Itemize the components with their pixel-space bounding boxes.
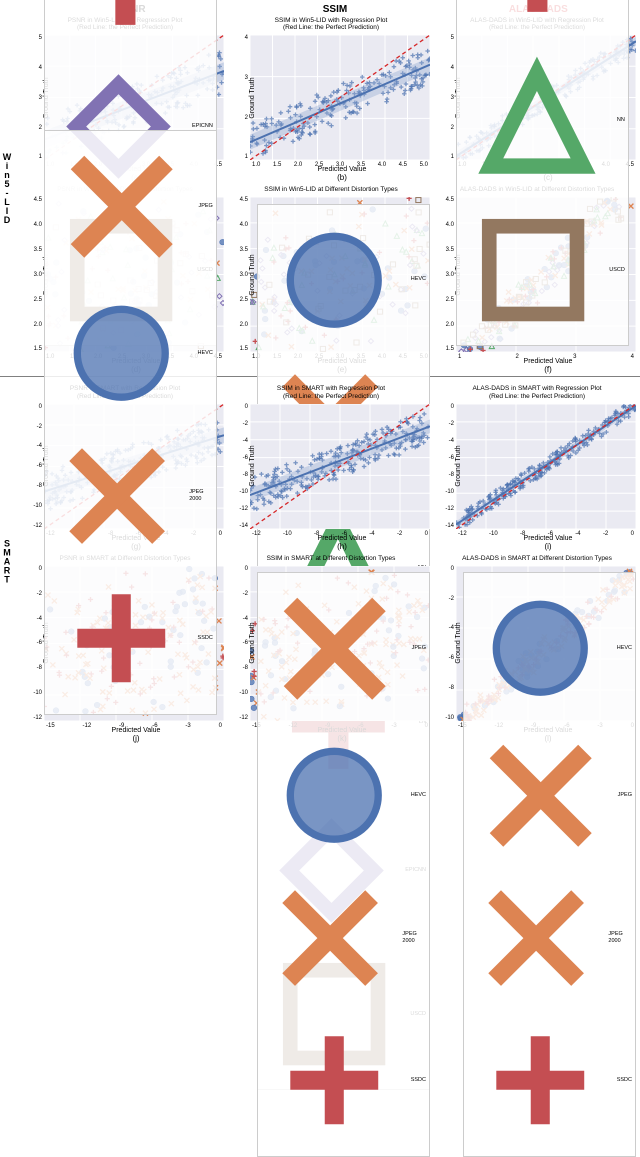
row-label-smart: SMART [2,539,12,584]
ylabel: Ground Truth [455,623,462,664]
ylabel: Ground Truth [249,254,256,295]
legend-label: JPEG [198,203,212,210]
legend-label: HEVC [411,276,426,283]
legend: JPEG HEVC JPEG 2000 SSDC [44,130,217,715]
xlabel: Predicted Value [456,358,640,365]
legend-item: JPEG [467,722,632,869]
legend-item: JPEG [48,133,213,280]
panel-j: PSNR in SMART at Different Distortion Ty… [22,553,228,745]
legend-label: NN [617,117,625,124]
legend-label: SSDC [411,1077,426,1084]
plot-area: Ground Truth0-2-4-6-8-10-12-14 [250,404,430,529]
legend-item: LN [48,0,213,56]
yticks: 4.54.03.53.02.52.01.5 [442,197,454,352]
xlabel: Predicted Value [44,727,228,734]
plot-area: Ground Truth0-2-4-6-8-10HEVCJPEGJPEG 200… [456,566,636,721]
legend-item: SSDC [48,565,213,712]
yticks: 0-2-4-6-8-10 [442,566,454,721]
legend-label: SSDC [198,635,213,642]
legend-label: HEVC [617,645,632,652]
xlabel: Predicted Value [456,535,640,542]
legend-item: HEVC [261,207,426,354]
plot-area: Ground Truth4.54.03.53.02.52.01.5EPICNNH… [456,197,636,352]
subplot-letter: (h) [250,542,434,551]
section-smart: SMART PSNR in SMART with Regression Plot… [0,377,640,744]
ylabel: Ground Truth [455,446,462,487]
panel-title: SSIM in Win5-LID with Regression Plot(Re… [228,15,434,33]
yticks: 0-2-4-6-8-10-12 [30,566,42,721]
subplot-letter: (b) [250,173,434,182]
legend-item: JPEG 2000 [48,427,213,565]
panel-h: SSIM in SMART with Regression Plot(Red L… [228,383,434,552]
plot-area: Ground Truth0-2-4-6-8-10-12JPEGHEVCJPEG … [44,566,224,721]
plot-area: Ground Truth4.54.03.53.02.52.01.5HEVCJPE… [250,197,430,352]
yticks: 4321 [236,35,248,160]
panel-title: SSIM in SMART at Different Distortion Ty… [228,553,434,564]
legend: HEVC JPEG JPEG 2000 SSDC [463,572,636,1157]
legend-label: USCD [609,267,625,274]
yticks: 0-2-4-6-8-10-12-14 [442,404,454,529]
plot-area: Ground Truth4321 [250,35,430,160]
legend-label: JPEG [412,645,426,652]
legend-label: JPEG 2000 [189,489,213,503]
row-label-win5: Win5-LID [2,152,12,224]
legend: EPICNNHEVCJPEG 2000LNNNUSCD [456,0,629,346]
legend-label: JPEG 2000 [402,931,426,945]
panel-title: ALAS-DADS in SMART with Regression Plot(… [434,383,640,401]
panel-b: SSIM in Win5-LID with Regression Plot(Re… [228,15,434,184]
legend-item: USCD [460,197,625,343]
legend-item: NN [460,43,625,197]
legend-item: HEVC [48,280,213,427]
yticks: 54321 [30,35,42,160]
plot-area: Ground Truth0-2-4-6-8-10-12JPEGHEVCJPEG … [250,566,430,721]
ylabel: Ground Truth [249,623,256,664]
panel-f: ALAS-DADS in Win5-LID at Different Disto… [434,184,640,376]
legend-label: JPEG [618,792,632,799]
subplot-letter: (f) [456,365,640,374]
plot-area: Ground Truth0-2-4-6-8-10-12-14 [456,404,636,529]
legend-item: LN [460,0,625,43]
panel-k: SSIM in SMART at Different Distortion Ty… [228,553,434,745]
legend: JPEG HEVC JPEG 2000 SSDC [257,572,430,1157]
ylabel: Ground Truth [249,77,256,118]
legend-item: SSDC [467,1007,632,1154]
legend-item: JPEG [261,575,426,722]
yticks: 4.54.03.53.02.52.01.5 [30,197,42,352]
row-jkl: PSNR in SMART at Different Distortion Ty… [0,553,640,745]
panel-l: ALAS-DADS in SMART at Different Distorti… [434,553,640,745]
legend-item: JPEG 2000 [261,869,426,1007]
yticks: 54321 [442,35,454,160]
legend-label: JPEG 2000 [608,931,632,945]
legend-item: SSDC [261,1007,426,1154]
ylabel: Ground Truth [249,446,256,487]
col-header-ssim: SSIM [233,4,436,15]
legend-item: HEVC [261,722,426,869]
legend-item: JPEG 2000 [467,869,632,1007]
legend-label: HEVC [198,350,213,357]
legend-label: SSDC [617,1077,632,1084]
yticks: 4.54.03.53.02.52.01.5 [236,197,248,352]
yticks: 0-2-4-6-8-10-12 [30,404,42,529]
subplot-letter: (j) [44,734,228,743]
yticks: 0-2-4-6-8-10-12-14 [236,404,248,529]
legend-item: HEVC [467,575,632,722]
panel-title: SSIM in SMART with Regression Plot(Red L… [228,383,434,401]
subplot-letter: (i) [456,542,640,551]
figure-root: PSNR SSIM ALAS-DADS Win5-LID PSNR in Win… [0,0,640,745]
panel-i: ALAS-DADS in SMART with Regression Plot(… [434,383,640,552]
panel-title: SSIM in Win5-LID at Different Distortion… [228,184,434,195]
yticks: 0-2-4-6-8-10-12 [236,566,248,721]
panel-e: SSIM in Win5-LID at Different Distortion… [228,184,434,376]
panel-title: ALAS-DADS in SMART at Different Distorti… [434,553,640,564]
legend-label: HEVC [411,792,426,799]
xlabel: Predicted Value [250,535,434,542]
